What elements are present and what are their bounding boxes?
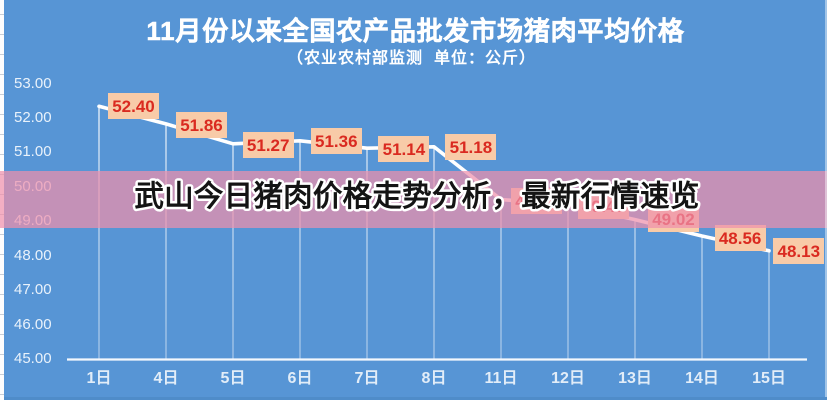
svg-text:武山今日猪肉价格走势分析，最新行情速览: 武山今日猪肉价格走势分析，最新行情速览 [134, 179, 699, 213]
